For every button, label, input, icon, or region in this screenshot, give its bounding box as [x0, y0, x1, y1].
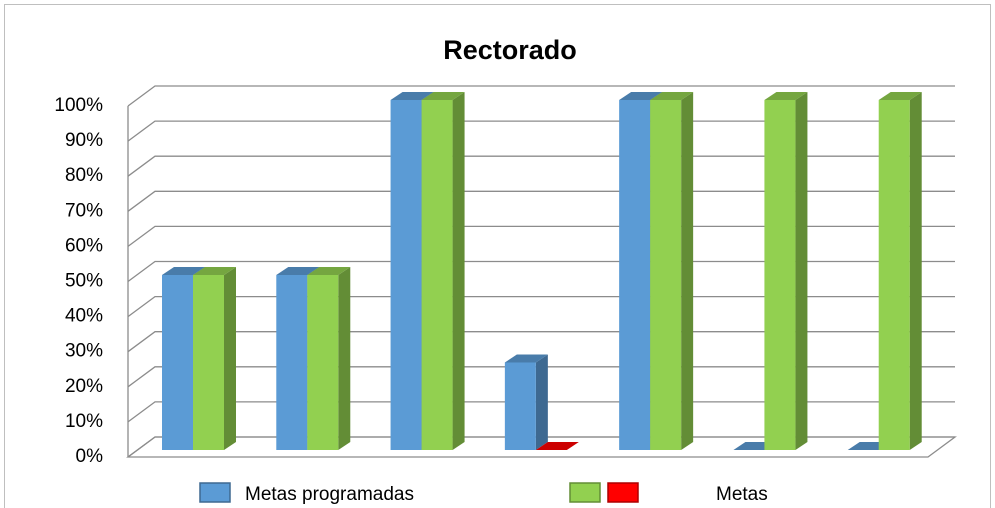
bar-front: [764, 100, 796, 450]
grid-line: [127, 260, 955, 283]
bar: [878, 92, 922, 450]
bar-top: [504, 354, 548, 363]
bar-front: [878, 100, 910, 450]
grid-line: [127, 295, 955, 318]
bar-side: [795, 92, 808, 450]
y-tick-label: 70%: [65, 200, 103, 221]
bar-top: [878, 92, 922, 100]
grid-line: [127, 155, 955, 177]
y-tick-label: 10%: [65, 411, 103, 432]
y-tick-label: 100%: [54, 95, 103, 116]
bar-top: [619, 92, 663, 100]
bar-front: [390, 100, 422, 450]
legend-swatch: [607, 482, 639, 503]
bar-top: [307, 267, 351, 275]
legend-swatch: [199, 482, 231, 503]
grid-line: [127, 85, 955, 107]
bar-front: [307, 275, 339, 450]
bar-side: [452, 92, 465, 450]
chart-border: [4, 4, 991, 508]
y-tick-label: 30%: [65, 341, 103, 362]
bar: [764, 92, 808, 450]
legend-label: Metas: [716, 484, 768, 505]
y-tick-label: 80%: [65, 165, 103, 186]
bar-top: [650, 92, 694, 100]
bar-front: [421, 100, 453, 450]
bar-side: [681, 92, 694, 450]
bar-top: [421, 92, 465, 100]
bar-top: [535, 442, 579, 450]
bar-top: [390, 92, 434, 100]
grid-line: [127, 225, 955, 247]
y-tick-label: 40%: [65, 306, 103, 327]
y-tick-label: 90%: [65, 130, 103, 151]
bar-top: [764, 92, 808, 100]
bar-front: [650, 100, 682, 450]
bar-front: [162, 275, 193, 450]
bar: [650, 92, 694, 450]
bar-top: [276, 267, 320, 275]
y-tick-label: 50%: [65, 271, 103, 292]
legend-swatch: [569, 482, 601, 503]
grid-line: [127, 190, 955, 212]
y-tick-label: 60%: [65, 235, 103, 256]
bar: [307, 267, 351, 450]
bar: [193, 267, 236, 450]
bar-side: [338, 267, 351, 450]
bar-front: [619, 100, 651, 450]
bar-side: [535, 354, 548, 450]
bar-front: [193, 275, 224, 450]
bar-side: [909, 92, 922, 450]
bar: [504, 354, 548, 450]
legend-label: Metas programadas: [245, 484, 414, 505]
y-tick-label: 0%: [76, 446, 104, 467]
bar-top: [193, 267, 236, 275]
bar: [535, 442, 579, 450]
chart-title: Rectorado: [443, 35, 577, 65]
bar: [421, 92, 465, 450]
y-tick-label: 20%: [65, 376, 103, 397]
bar-side: [224, 267, 236, 450]
bar-top: [162, 267, 205, 275]
bar-front: [276, 275, 308, 450]
grid-line: [127, 331, 955, 353]
grid-line: [127, 120, 955, 142]
bar-front: [504, 362, 536, 450]
